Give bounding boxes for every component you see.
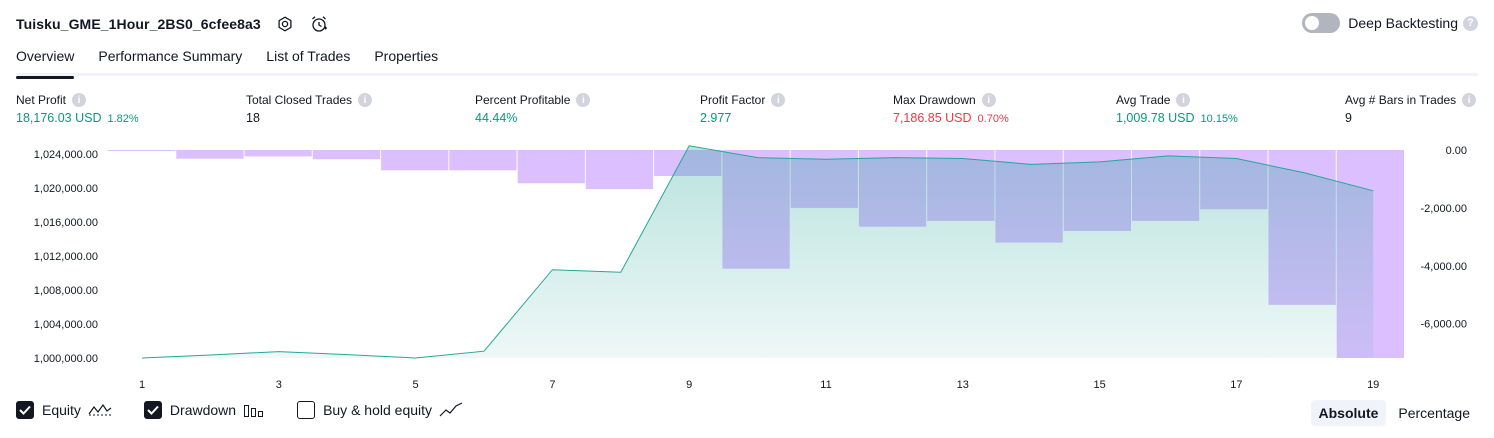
- x-tick-label: 1: [139, 379, 145, 391]
- left-tick-label: 1,004,000.00: [34, 319, 98, 331]
- left-axis: 1,024,000.00 1,020,000.00 1,016,000.00 1,01…: [34, 149, 98, 365]
- right-tick-label: -6,000.00: [1421, 319, 1467, 331]
- deep-backtesting-toggle[interactable]: [1302, 13, 1341, 33]
- equity-series: [141, 145, 1374, 359]
- metric-profit-factor: Profit Factor i 2.977: [700, 93, 786, 125]
- percentage-button[interactable]: Percentage: [1398, 405, 1470, 421]
- drawdown-bar: [108, 150, 176, 151]
- equity-area: [142, 145, 1374, 358]
- x-tick-label: 11: [820, 379, 831, 391]
- x-tick-label: 13: [957, 379, 969, 391]
- drawdown-bar: [585, 150, 654, 190]
- check-icon: [147, 405, 159, 415]
- x-tick-label: 5: [413, 379, 419, 391]
- help-question-icon[interactable]: ?: [1463, 15, 1478, 31]
- equity-label: Equity: [42, 402, 81, 418]
- metric-max-drawdown: Max Drawdown i 7,186.85 USD 0.70%: [893, 93, 1009, 125]
- checkbox-box[interactable]: [143, 401, 162, 419]
- metric-percent: 10.15%: [1200, 113, 1238, 125]
- x-tick-label: 3: [276, 379, 282, 391]
- info-question-icon[interactable]: i: [771, 93, 786, 107]
- metric-total-closed-trades: Total Closed Trades i 18: [246, 93, 373, 125]
- left-tick-label: 1,000,000.00: [34, 353, 98, 365]
- metric-value: 18,176.03 USD: [16, 111, 102, 125]
- metric-value: 44.44%: [475, 111, 518, 125]
- report-tabs: Overview Performance Summary List of Tra…: [16, 46, 1478, 79]
- strategy-header: Tuisku_GME_1Hour_2BS0_6cfee8a3: [16, 12, 329, 36]
- tab-performance-summary[interactable]: Performance Summary: [98, 48, 243, 64]
- left-tick-label: 1,016,000.00: [34, 217, 98, 229]
- metric-avg-trade: Avg Trade i 1,009.78 USD 10.15%: [1116, 93, 1238, 125]
- info-question-icon[interactable]: i: [1176, 93, 1191, 107]
- buy-hold-equity-label: Buy & hold equity: [323, 402, 433, 418]
- toggle-knob: [1305, 16, 1320, 30]
- left-tick-label: 1,012,000.00: [34, 251, 98, 263]
- deep-backtesting-label: Deep Backtesting: [1348, 15, 1458, 31]
- metric-percent: 1.82%: [107, 113, 139, 125]
- drawdown-bar: [381, 150, 449, 171]
- metric-value: 18: [246, 111, 260, 125]
- tab-overview[interactable]: Overview: [16, 46, 75, 79]
- tab-list-of-trades[interactable]: List of Trades: [266, 48, 351, 64]
- drawdown-bar: [312, 150, 381, 160]
- metric-value: 2.977: [700, 111, 732, 125]
- drawdown-bar: [244, 150, 312, 157]
- x-axis: 1 3 5 7 9 11 13 15 17 19: [139, 379, 1379, 391]
- metric-value: 7,186.85 USD: [893, 111, 972, 125]
- right-tick-label: 0.00: [1446, 145, 1467, 157]
- x-tick-label: 19: [1367, 379, 1379, 391]
- metric-label: Profit Factor: [700, 93, 766, 107]
- right-axis: 0.00 -2,000.00 -4,000.00 -6,000.00: [1421, 145, 1467, 331]
- metric-label: Max Drawdown: [893, 93, 976, 107]
- metric-label: Total Closed Trades: [246, 93, 353, 107]
- checkbox-box[interactable]: [16, 401, 34, 419]
- metric-value: 1,009.78 USD: [1116, 111, 1195, 125]
- right-tick-label: -2,000.00: [1421, 203, 1467, 215]
- metric-percent-profitable: Percent Profitable i 44.44%: [475, 93, 591, 125]
- equity-line-icon: [88, 403, 112, 416]
- buy-hold-line-icon: [439, 402, 463, 417]
- drawdown-checkbox[interactable]: Drawdown: [143, 401, 265, 419]
- buy-hold-equity-checkbox[interactable]: Buy & hold equity: [297, 401, 463, 419]
- metric-percent: 0.70%: [977, 113, 1009, 125]
- drawdown-bars-icon: [244, 405, 264, 417]
- metric-avg-bars-in-trades: Avg # Bars in Trades i 9: [1345, 93, 1477, 125]
- metric-label: Avg Trade: [1116, 93, 1171, 107]
- strategy-title: Tuisku_GME_1Hour_2BS0_6cfee8a3: [16, 16, 261, 32]
- info-question-icon[interactable]: i: [1462, 93, 1477, 107]
- drawdown-bar: [449, 150, 517, 171]
- left-tick-label: 1,020,000.00: [34, 183, 98, 195]
- checkbox-box[interactable]: [297, 401, 316, 419]
- metric-label: Percent Profitable: [475, 93, 571, 107]
- settings-gear-icon[interactable]: [275, 14, 295, 34]
- check-icon: [19, 405, 31, 415]
- x-tick-label: 9: [686, 379, 692, 391]
- left-tick-label: 1,008,000.00: [34, 285, 98, 297]
- drawdown-bar: [176, 150, 244, 159]
- equity-checkbox[interactable]: Equity: [16, 401, 112, 419]
- metric-label: Avg # Bars in Trades: [1345, 93, 1457, 107]
- deep-backtesting: Deep Backtesting ?: [1302, 13, 1478, 33]
- metric-value: 9: [1345, 111, 1352, 125]
- absolute-button[interactable]: Absolute: [1310, 400, 1387, 426]
- chart-legend: Equity Drawdown Buy & hold equity: [16, 401, 495, 419]
- info-question-icon[interactable]: i: [576, 93, 591, 107]
- info-question-icon[interactable]: i: [981, 93, 996, 107]
- right-tick-label: -4,000.00: [1421, 261, 1467, 273]
- drawdown-bar: [517, 150, 585, 184]
- x-tick-label: 17: [1230, 379, 1242, 391]
- x-tick-label: 15: [1093, 379, 1105, 391]
- equity-line: [141, 145, 1374, 359]
- info-question-icon[interactable]: i: [72, 93, 87, 107]
- alarm-clock-add-icon[interactable]: [309, 14, 329, 34]
- value-mode-toggle: Absolute Percentage: [1307, 400, 1479, 426]
- x-tick-label: 7: [549, 379, 555, 391]
- tab-properties[interactable]: Properties: [374, 48, 439, 64]
- metric-net-profit: Net Profit i 18,176.03 USD 1.82%: [16, 93, 139, 125]
- info-question-icon[interactable]: i: [358, 93, 373, 107]
- metric-label: Net Profit: [16, 93, 67, 107]
- equity-drawdown-chart[interactable]: 1,024,000.00 1,020,000.00 1,016,000.00 1,01…: [0, 140, 1494, 395]
- left-tick-label: 1,024,000.00: [34, 149, 98, 161]
- drawdown-label: Drawdown: [169, 402, 237, 418]
